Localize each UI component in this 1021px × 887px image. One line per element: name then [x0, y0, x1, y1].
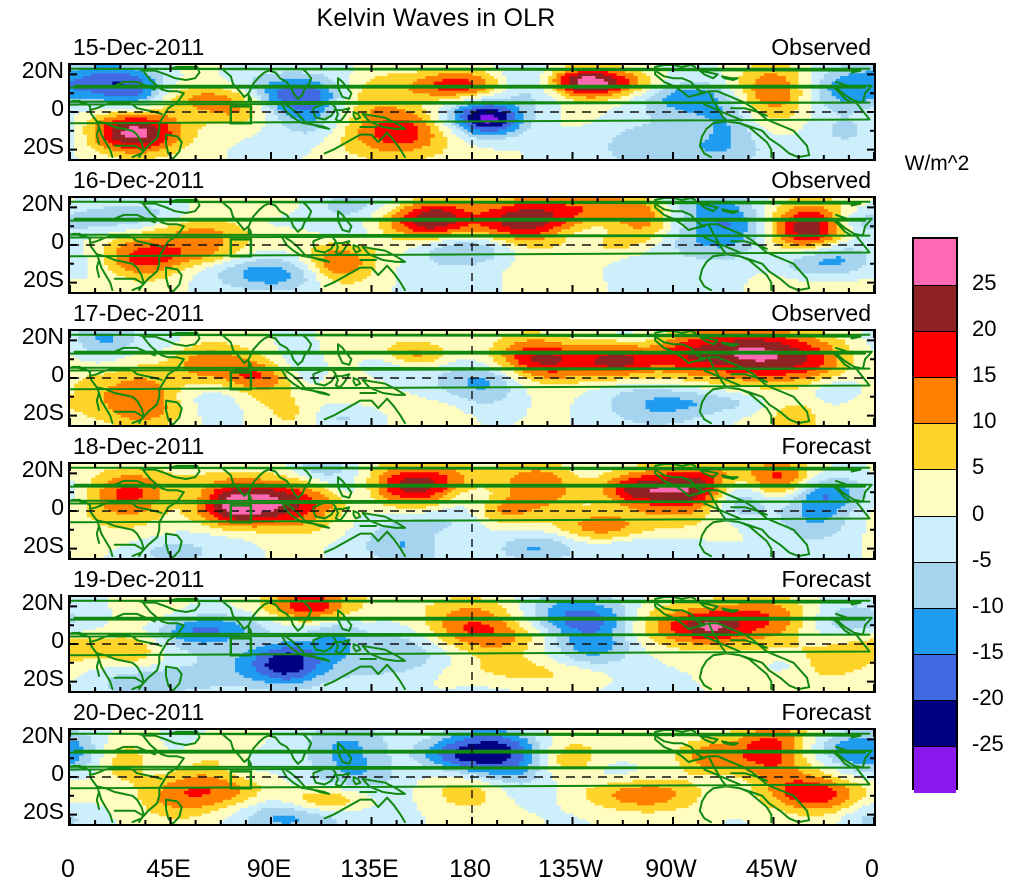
colorbar-band — [914, 653, 956, 701]
y-tick-label: 20N — [21, 722, 64, 749]
panel-ticks — [70, 331, 874, 425]
colorbar-band — [914, 515, 956, 563]
figure-title: Kelvin Waves in OLR — [316, 4, 556, 32]
olr-anomaly-field — [70, 65, 874, 159]
y-tick-label: 20S — [23, 398, 64, 425]
panel-frame — [68, 63, 876, 161]
y-tick-label: 20N — [21, 456, 64, 483]
x-axis-tick-labels: 0 45E 90E 135E 180 135W 90W 45W 0 — [0, 855, 1021, 885]
coastlines — [70, 730, 873, 824]
y-tick-label: 0 — [51, 95, 64, 121]
panel-ticks — [70, 597, 874, 691]
colorbar-tick-label: -5 — [972, 546, 992, 572]
y-tick-label: 20N — [21, 323, 64, 350]
y-tick-label: 0 — [51, 760, 64, 786]
x-tick-label: 135W — [537, 855, 604, 883]
y-tick-label: 20N — [21, 589, 64, 616]
olr-anomaly-field — [70, 730, 874, 824]
x-tick-label: 0 — [865, 855, 879, 883]
coastlines — [70, 464, 873, 558]
panel-date-label: 20-Dec-2011 — [73, 699, 205, 725]
y-tick-label: 20S — [23, 797, 64, 824]
coastlines — [70, 331, 873, 425]
colorbar-tick-label: 10 — [972, 408, 997, 434]
colorbar-band — [914, 423, 956, 471]
colorbar-tick-label: -15 — [972, 638, 1004, 664]
colorbar-tick-label: -10 — [972, 592, 1004, 618]
panel-status-label: Forecast — [781, 699, 871, 725]
olr-anomaly-field — [70, 198, 874, 292]
region-box-marker — [229, 770, 253, 790]
y-tick-label: 20S — [23, 531, 64, 558]
colorbar-tick-label: 5 — [972, 454, 985, 480]
colorbar-band — [914, 469, 956, 517]
colorbar-swatches — [912, 237, 958, 793]
colorbar-tick-label: 25 — [972, 270, 997, 296]
colorbar-band — [914, 285, 956, 333]
panel-frame — [68, 728, 876, 826]
panel-date-label: 15-Dec-2011 — [73, 34, 205, 60]
x-tick-label: 135E — [340, 855, 399, 883]
x-tick-label: 180 — [449, 855, 491, 883]
panel-status-label: Forecast — [781, 433, 871, 459]
colorbar-band — [914, 561, 956, 609]
panel-date-label: 16-Dec-2011 — [73, 167, 205, 193]
x-tick-label: 90W — [645, 855, 697, 883]
olr-anomaly-field — [70, 464, 874, 558]
panel-ticks — [70, 198, 874, 292]
panel-status-label: Observed — [771, 167, 871, 193]
y-tick-label: 20S — [23, 664, 64, 691]
colorbar-band — [914, 331, 956, 379]
colorbar-tick-label: 15 — [972, 362, 997, 388]
olr-anomaly-field — [70, 597, 874, 691]
panel-date-label: 18-Dec-2011 — [73, 433, 205, 459]
x-tick-label: 0 — [61, 855, 75, 883]
coastlines — [70, 597, 873, 691]
y-tick-label: 20N — [21, 190, 64, 217]
region-box-marker — [229, 238, 253, 258]
colorbar-tick-label: -25 — [972, 730, 1004, 756]
x-tick-label: 45E — [146, 855, 191, 883]
colorbar-band — [914, 239, 956, 286]
region-box-marker — [229, 504, 253, 524]
panel-frame — [68, 595, 876, 693]
panel-frame — [68, 329, 876, 427]
y-tick-label: 0 — [51, 627, 64, 653]
y-tick-label: 0 — [51, 494, 64, 520]
region-box-marker — [229, 371, 253, 391]
panel-ticks — [70, 730, 874, 824]
colorbar-band — [914, 745, 956, 793]
y-tick-label: 0 — [51, 228, 64, 254]
colorbar-tick-label: -20 — [972, 684, 1004, 710]
colorbar-band — [914, 607, 956, 655]
olr-anomaly-field — [70, 331, 874, 425]
panel-frame — [68, 196, 876, 294]
colorbar-tick-label: 20 — [972, 316, 997, 342]
panel-status-label: Observed — [771, 34, 871, 60]
colorbar-units-label: W/m^2 — [904, 152, 970, 175]
panel-frame — [68, 462, 876, 560]
panel-date-label: 17-Dec-2011 — [73, 300, 205, 326]
x-tick-label: 45W — [745, 855, 798, 883]
x-tick-label: 90E — [246, 855, 292, 883]
colorbar-band — [914, 377, 956, 425]
region-box-marker — [229, 637, 253, 657]
y-tick-label: 20N — [21, 57, 64, 84]
coastlines — [70, 198, 873, 292]
panel-ticks — [70, 65, 874, 159]
panel-date-label: 19-Dec-2011 — [73, 566, 205, 592]
panel-status-label: Forecast — [781, 566, 871, 592]
panel-ticks — [70, 464, 874, 558]
colorbar-tick-label: 0 — [972, 500, 985, 526]
y-tick-label: 20S — [23, 132, 64, 159]
y-tick-label: 20S — [23, 265, 64, 292]
coastlines — [70, 65, 873, 159]
region-box-marker — [229, 105, 253, 125]
panel-status-label: Observed — [771, 300, 871, 326]
y-tick-label: 0 — [51, 361, 64, 387]
colorbar-band — [914, 699, 956, 747]
